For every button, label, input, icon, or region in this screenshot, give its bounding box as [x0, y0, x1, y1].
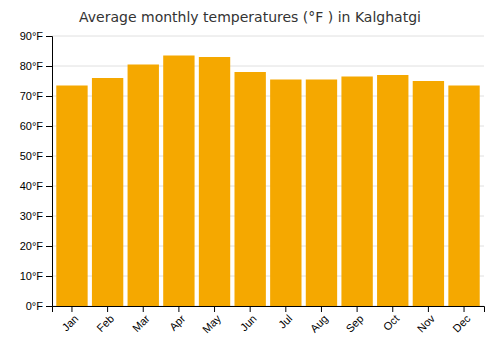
tick-mark [107, 306, 108, 312]
tick-mark [464, 306, 465, 312]
tick-label: 70°F [20, 90, 44, 102]
tick-label: 10°F [20, 270, 44, 282]
tick-label: Jun [238, 312, 259, 333]
tick-mark [46, 36, 52, 37]
tick: Jul [276, 306, 294, 331]
tick: 50°F [20, 150, 52, 162]
tick-mark [250, 306, 251, 312]
tick: Nov [415, 306, 438, 335]
tick-label: 80°F [20, 60, 44, 72]
bar [413, 81, 444, 306]
tick-mark [214, 306, 215, 312]
tick-label: 30°F [20, 210, 44, 222]
tick-mark [178, 306, 179, 312]
tick: Jan [59, 306, 80, 333]
tick-label: Oct [381, 312, 402, 333]
tick-mark [46, 96, 52, 97]
tick: 90°F [20, 30, 52, 42]
tick-mark [143, 306, 144, 312]
y-axis: 0°F 10°F 20°F 30°F 40°F 50°F 60°F 70°F 80°F 90°F [20, 30, 53, 312]
tick-mark [285, 306, 286, 312]
bar [56, 86, 87, 307]
tick: Mar [130, 306, 152, 334]
tick-label: Jan [59, 312, 80, 333]
tick-mark [46, 246, 52, 247]
tick: 20°F [20, 240, 52, 252]
tick-label: Mar [130, 312, 152, 334]
bar [234, 72, 265, 306]
tick: Jun [238, 306, 259, 333]
tick-mark [46, 276, 52, 277]
tick-label: Aug [308, 312, 330, 334]
tick-label: 60°F [20, 120, 44, 132]
tick: Apr [167, 306, 188, 333]
tick-label: Sep [343, 312, 365, 334]
tick: Feb [94, 306, 116, 334]
grid [52, 36, 484, 306]
bar [270, 80, 301, 307]
tick-label: Jul [276, 312, 294, 330]
title: Average monthly temperatures (°F ) in Ka… [79, 9, 421, 25]
tick-mark [46, 126, 52, 127]
tick: 60°F [20, 120, 52, 132]
bar [199, 57, 230, 306]
tick-mark [392, 306, 393, 312]
bar [306, 80, 337, 307]
tick-mark [428, 306, 429, 312]
bar [341, 77, 372, 307]
tick: Dec [450, 306, 473, 335]
tick-label: 40°F [20, 180, 44, 192]
tick: 30°F [20, 210, 52, 222]
tick-label: Nov [415, 312, 438, 335]
tick-label: 90°F [20, 30, 44, 42]
tick-label: 0°F [26, 300, 44, 312]
tick-label: 20°F [20, 240, 44, 252]
tick: May [200, 306, 224, 335]
tick: 70°F [20, 90, 52, 102]
tick-mark [46, 216, 52, 217]
bars [56, 56, 479, 307]
tick-mark [46, 66, 52, 67]
plot: 0°F 10°F 20°F 30°F 40°F 50°F 60°F 70°F 80°F 90°F J… [20, 30, 485, 335]
bar [92, 78, 123, 306]
tick-mark [46, 186, 52, 187]
tick: Aug [308, 306, 330, 335]
tick: 10°F [20, 270, 52, 282]
bar [377, 75, 408, 306]
axis-line [46, 37, 53, 307]
x-axis: Jan Feb Mar Apr May Jun Jul Aug Sep Oct Nov Dec [53, 306, 485, 335]
tick-mark [46, 156, 52, 157]
tick: 0°F [26, 300, 52, 312]
grid-line [52, 36, 484, 37]
tick-label: May [200, 312, 224, 336]
tick: Oct [381, 306, 402, 333]
tick-mark [357, 306, 358, 312]
chart: 0°F 10°F 20°F 30°F 40°F 50°F 60°F 70°F 80°F 90°F J… [0, 0, 500, 350]
tick-label: Feb [94, 312, 116, 334]
tick-label: 50°F [20, 150, 44, 162]
tick-mark [71, 306, 72, 312]
axis-line [53, 307, 485, 313]
tick: Sep [343, 306, 365, 335]
tick: 40°F [20, 180, 52, 192]
bar [128, 65, 159, 307]
tick-label: Dec [450, 312, 473, 335]
bar [163, 56, 194, 307]
tick-mark [46, 306, 52, 307]
grid-line [52, 66, 484, 67]
tick-label: Apr [167, 312, 188, 333]
tick: 80°F [20, 60, 52, 72]
bar [448, 86, 479, 307]
tick-mark [321, 306, 322, 312]
